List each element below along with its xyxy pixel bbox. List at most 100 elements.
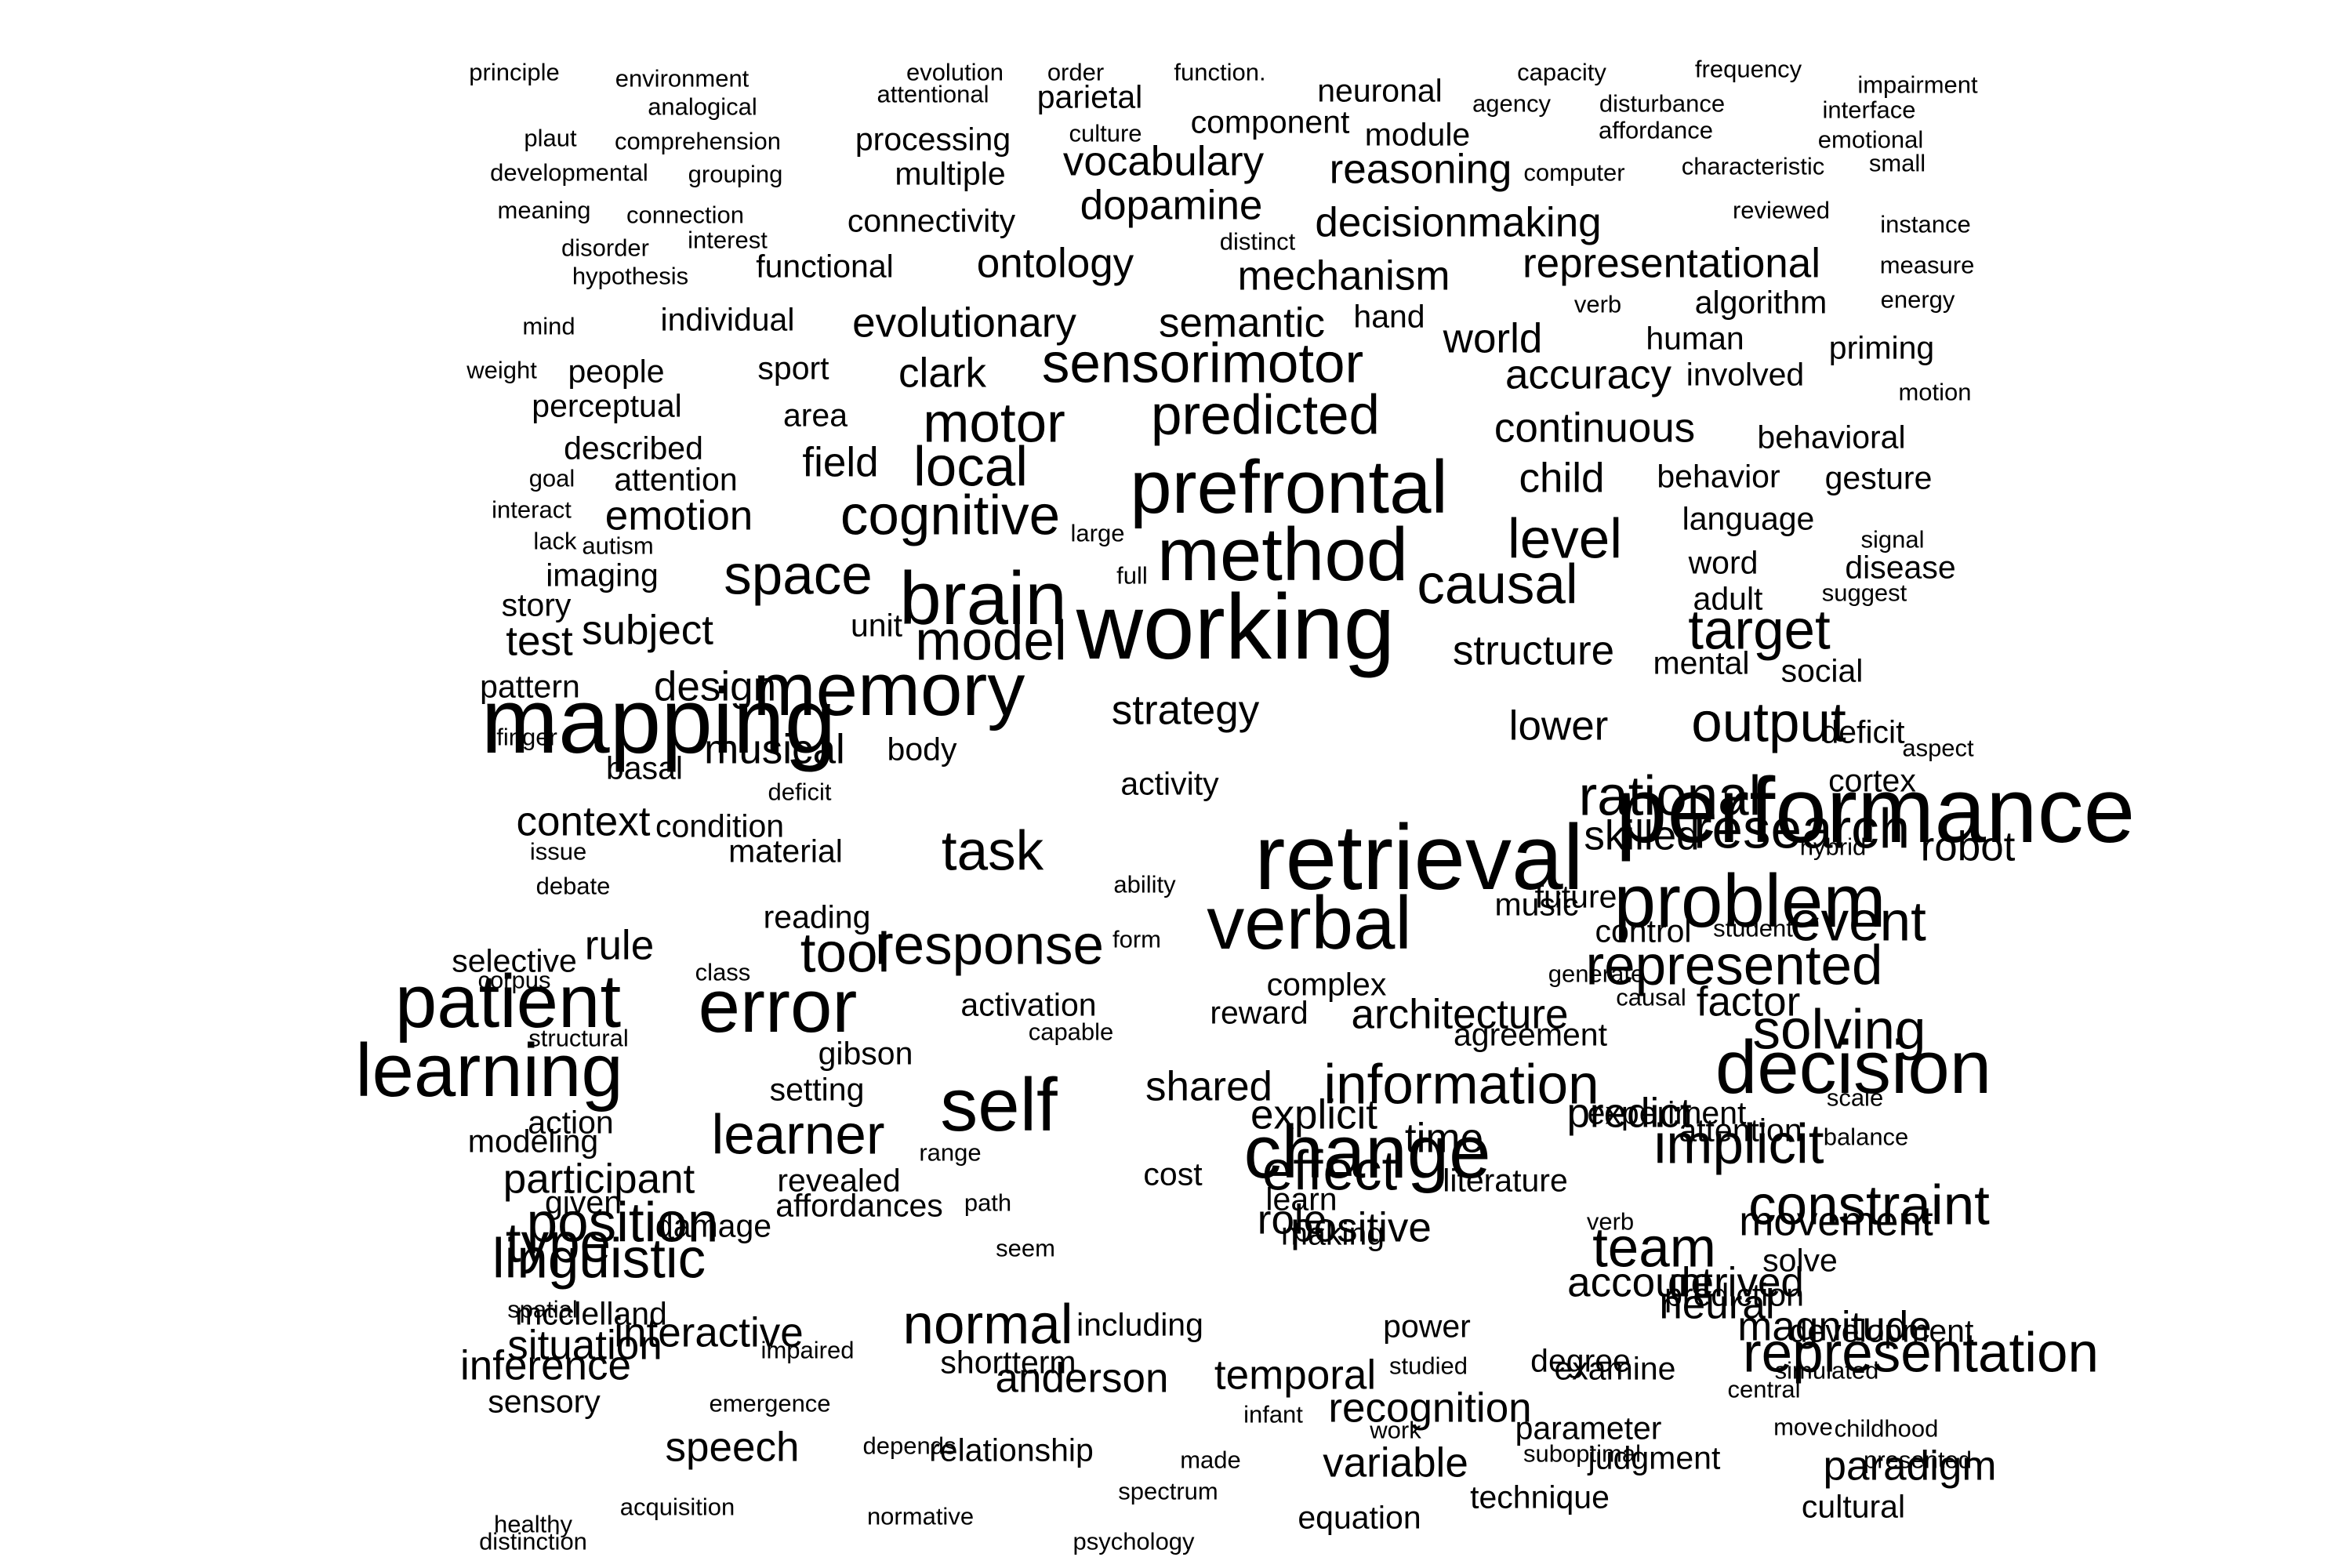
cloud-word: reviewed [1732, 196, 1831, 224]
cloud-word: imaging [546, 557, 659, 593]
cloud-word: structural [528, 1024, 629, 1052]
cloud-word: sport [757, 350, 829, 387]
cloud-word: solve [1762, 1242, 1838, 1279]
cloud-word: explicit [1250, 1091, 1378, 1138]
cloud-word: model [915, 610, 1067, 673]
cloud-word: normal [902, 1294, 1073, 1356]
cloud-word: problem [1613, 859, 1886, 943]
cloud-word: corpus [477, 966, 551, 994]
cloud-word: attention [1679, 1112, 1802, 1149]
cloud-word: movement [1739, 1198, 1933, 1245]
cloud-word: studied [1389, 1352, 1468, 1380]
cloud-word: motor [923, 392, 1065, 455]
cloud-word: simulated [1774, 1356, 1879, 1385]
cloud-word: ontology [976, 240, 1134, 287]
cloud-word: human [1646, 320, 1744, 357]
cloud-word: goal [528, 464, 575, 492]
cloud-word: ability [1113, 870, 1176, 898]
cloud-word: literature [1443, 1162, 1568, 1199]
cloud-word: reasoning [1329, 146, 1512, 193]
cloud-word: healthy [494, 1510, 572, 1538]
cloud-word: emergence [709, 1389, 831, 1417]
cloud-word: behavioral [1757, 419, 1906, 456]
cloud-word: gibson [818, 1035, 913, 1072]
cloud-word: musical [704, 726, 845, 773]
cloud-word: error [698, 964, 858, 1048]
cloud-word: cortex [1828, 762, 1916, 799]
cloud-word: reading [763, 898, 871, 935]
cloud-word: mapping [481, 670, 837, 773]
cloud-word: parameter [1515, 1410, 1662, 1446]
cloud-word: design [653, 663, 777, 710]
cloud-word: verb [1573, 290, 1622, 318]
cloud-word: representational [1522, 240, 1821, 287]
cloud-word: future [1534, 878, 1617, 915]
cloud-word: word [1688, 544, 1759, 581]
cloud-word: space [724, 544, 873, 607]
cloud-word: computer [1523, 158, 1625, 187]
cloud-word: motion [1898, 378, 1972, 406]
cloud-word: comprehension [615, 127, 781, 155]
cloud-word: working [1076, 575, 1396, 679]
cloud-word: distinction [479, 1527, 587, 1555]
cloud-word: research [1693, 798, 1911, 861]
cloud-word: neuronal [1317, 72, 1443, 109]
cloud-word: impairment [1857, 71, 1978, 99]
cloud-word: speech [665, 1424, 800, 1471]
cloud-word: accuracy [1504, 351, 1672, 398]
cloud-word: cost [1143, 1156, 1203, 1192]
cloud-word: attentional [877, 80, 989, 108]
cloud-word: story [501, 586, 572, 623]
cloud-word: output [1691, 691, 1846, 754]
cloud-word: involved [1686, 356, 1805, 393]
cloud-word: disorder [561, 234, 649, 262]
cloud-word: evolution [906, 58, 1004, 86]
cloud-word: complex [1266, 966, 1387, 1003]
cloud-word: seem [996, 1234, 1055, 1262]
cloud-word: hypothesis [572, 262, 689, 290]
cloud-word: disturbance [1599, 89, 1726, 118]
cloud-word: capable [1028, 1018, 1114, 1046]
cloud-word: distinct [1219, 227, 1296, 256]
cloud-word: control [1595, 913, 1692, 949]
cloud-word: test [506, 618, 573, 665]
cloud-word: decision [1715, 1025, 1992, 1109]
cloud-word: sensory [488, 1383, 601, 1420]
cloud-word: predict [1566, 1090, 1692, 1137]
cloud-word: normative [866, 1502, 975, 1530]
cloud-word: presented [1864, 1446, 1972, 1474]
cloud-word: development [1789, 1312, 1974, 1349]
cloud-word: plaut [524, 124, 577, 152]
cloud-word: issue [529, 837, 587, 866]
cloud-word: target [1688, 599, 1831, 662]
cloud-word: modeling [467, 1123, 599, 1160]
cloud-word: vocabulary [1062, 138, 1265, 185]
cloud-word: finger [496, 723, 557, 751]
cloud-word: module [1364, 116, 1471, 153]
cloud-word: given [544, 1184, 622, 1221]
cloud-word: perceptual [532, 387, 682, 424]
cloud-word: linguistic [492, 1228, 706, 1290]
cloud-word: magnitude [1737, 1303, 1932, 1350]
cloud-word: learn [1265, 1181, 1338, 1218]
cloud-word: decisionmaking [1315, 199, 1602, 246]
cloud-word: experiment [1587, 1094, 1747, 1131]
cloud-word: processing [855, 121, 1011, 158]
cloud-word: music [1494, 886, 1579, 923]
cloud-word: team [1592, 1217, 1716, 1279]
cloud-word: represented [1585, 935, 1883, 997]
cloud-word: time [1404, 1115, 1484, 1162]
cloud-word: retrieval [1254, 806, 1584, 909]
cloud-word: interest [688, 226, 768, 254]
cloud-word: capacity [1517, 58, 1606, 86]
cloud-word: work [1370, 1416, 1421, 1444]
cloud-word: deficit [768, 778, 832, 806]
cloud-word: level [1507, 508, 1623, 571]
cloud-word: degree [1530, 1342, 1631, 1379]
cloud-word: strategy [1111, 687, 1260, 734]
cloud-word: meaning [497, 196, 591, 224]
cloud-word: adult [1693, 580, 1763, 617]
cloud-word: robot [1920, 823, 2016, 870]
cloud-word: derived [1668, 1259, 1804, 1306]
cloud-word: weight [466, 356, 537, 384]
